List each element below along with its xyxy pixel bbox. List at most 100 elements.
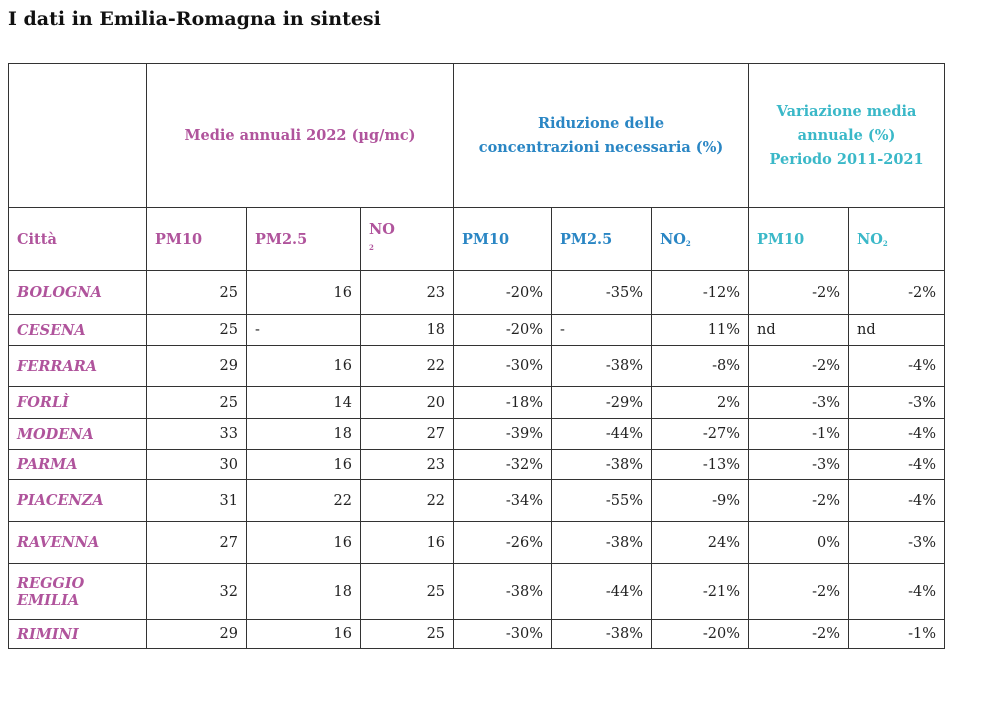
value-cell: -55%	[551, 479, 653, 522]
page-title: I dati in Emilia-Romagna in sintesi	[8, 8, 381, 30]
header-variazione-no2-label: NO	[857, 230, 883, 248]
header-riduzione-no2-label: NO	[660, 230, 686, 248]
value-cell: -13%	[651, 449, 750, 480]
city-cell: PARMA	[8, 449, 147, 480]
group-header-variazione: Variazione media annuale (%) Periodo 201…	[748, 63, 946, 208]
value-cell: 2%	[651, 386, 750, 419]
city-cell: BOLOGNA	[8, 270, 147, 315]
value-cell: -44%	[551, 563, 653, 620]
corner-cell	[8, 63, 147, 208]
value-cell: -21%	[651, 563, 750, 620]
value-cell: -2%	[748, 345, 850, 387]
value-cell: 16	[246, 521, 361, 564]
value-cell: -35%	[551, 270, 653, 315]
header-riduzione-no2-subscript: 2	[685, 238, 691, 248]
city-cell: RAVENNA	[8, 521, 147, 564]
table-row: CESENA 25-18 -20% -11% nd nd	[8, 314, 946, 346]
value-cell: -34%	[453, 479, 553, 522]
value-cell: -38%	[551, 521, 653, 564]
value-cell: 16	[246, 619, 361, 649]
value-cell: -30%	[453, 619, 553, 649]
value-cell: -12%	[651, 270, 750, 315]
header-variazione-no2-subscript: 2	[882, 238, 888, 248]
value-cell: -2%	[848, 270, 946, 315]
value-cell: -38%	[453, 563, 553, 620]
value-cell: 16	[246, 449, 361, 480]
value-cell: 32	[146, 563, 247, 620]
value-cell: 14	[246, 386, 361, 419]
value-cell: 25	[146, 386, 247, 419]
value-cell: -20%	[453, 314, 553, 346]
value-cell: -2%	[748, 270, 850, 315]
value-cell: -38%	[551, 619, 653, 649]
city-cell: FERRARA	[8, 345, 147, 387]
value-cell: -4%	[848, 449, 946, 480]
value-cell: -18%	[453, 386, 553, 419]
header-medie-no2: NO 2	[359, 207, 455, 271]
header-variazione-no2: NO2	[848, 207, 946, 271]
value-cell: nd	[748, 314, 850, 346]
value-cell: -4%	[848, 418, 946, 450]
header-citta: Città	[8, 207, 147, 271]
value-cell: -30%	[453, 345, 553, 387]
value-cell: 16	[246, 270, 361, 315]
header-riduzione-no2: NO2	[651, 207, 750, 271]
header-medie-pm10: PM10	[146, 207, 247, 271]
value-cell: 25	[146, 270, 247, 315]
header-medie-no2-label: NO	[369, 221, 395, 238]
value-cell: 0%	[748, 521, 850, 564]
value-cell: -4%	[848, 479, 946, 522]
header-medie-pm25: PM2.5	[246, 207, 361, 271]
header-medie-no2-subscript: 2	[369, 243, 374, 252]
value-cell: -3%	[848, 521, 946, 564]
value-cell: -20%	[651, 619, 750, 649]
city-cell: CESENA	[8, 314, 147, 346]
group-header-variazione-line2: annuale (%)	[797, 126, 896, 144]
value-cell: -8%	[651, 345, 750, 387]
city-cell: FORLÌ	[8, 386, 147, 419]
table-row: BOLOGNA 25 16 23 -20% -35% -12% -2% -2%	[8, 270, 946, 315]
value-cell: -4%	[848, 563, 946, 620]
value-cell: 27	[146, 521, 247, 564]
value-cell: 29	[146, 345, 247, 387]
value-cell: nd	[848, 314, 946, 346]
table-row: REGGIO EMILIA 32 18 25 -38% -44% -21% -2% -4%	[8, 563, 946, 620]
value-cell: 25	[146, 314, 247, 346]
value-cell: -38%	[551, 345, 653, 387]
value-cell: 23	[359, 270, 455, 315]
header-riduzione-pm25: PM2.5	[551, 207, 653, 271]
group-header-medie: Medie annuali 2022 (µg/mc)	[145, 63, 455, 208]
table-row: RIMINI 29 16 25 -30% -38% -20% -2% -1%	[8, 619, 946, 649]
value-cell: -3%	[848, 386, 946, 419]
value-cell: -26%	[453, 521, 553, 564]
table-row: PIACENZA 31 22 22 -34% -55% -9% -2% -4%	[8, 479, 946, 522]
city-cell: RIMINI	[8, 619, 147, 649]
group-header-variazione-line1: Variazione media	[776, 102, 917, 120]
table-row: FORLÌ 25 14 20 -18% -29% 2% -3% -3%	[8, 386, 946, 419]
table-row: RAVENNA 27 16 16 -26% -38% 24% 0% -3%	[8, 521, 946, 564]
value-cell: -32%	[453, 449, 553, 480]
group-header-variazione-line3: Periodo 2011-2021	[769, 150, 924, 168]
value-cell: 18	[246, 563, 361, 620]
group-header-medie-label: Medie annuali 2022 (µg/mc)	[184, 126, 416, 144]
value-cell: -39%	[453, 418, 553, 450]
value-cell: -38%	[551, 449, 653, 480]
value-cell: 18	[246, 418, 361, 450]
city-cell: MODENA	[8, 418, 147, 450]
value-cell: 20	[359, 386, 455, 419]
value-cell: -29%	[551, 386, 653, 419]
value-cell: 16	[246, 345, 361, 387]
value-cell: 16	[359, 521, 455, 564]
table-row: MODENA 33 18 27 -39% -44% -27% -1% -4%	[8, 418, 946, 450]
value-cell: 23	[359, 449, 455, 480]
value-cell: 30	[146, 449, 247, 480]
group-header-riduzione: Riduzione delle concentrazioni necessari…	[453, 63, 750, 208]
value-cell: -9%	[651, 479, 750, 522]
value-cell: 11%	[651, 314, 750, 346]
air-quality-table: Medie annuali 2022 (µg/mc) Riduzione del…	[8, 63, 946, 649]
value-cell: -27%	[651, 418, 750, 450]
value-cell: 33	[146, 418, 247, 450]
value-cell: 18	[359, 314, 455, 346]
value-cell: 22	[359, 479, 455, 522]
value-cell: 31	[146, 479, 247, 522]
